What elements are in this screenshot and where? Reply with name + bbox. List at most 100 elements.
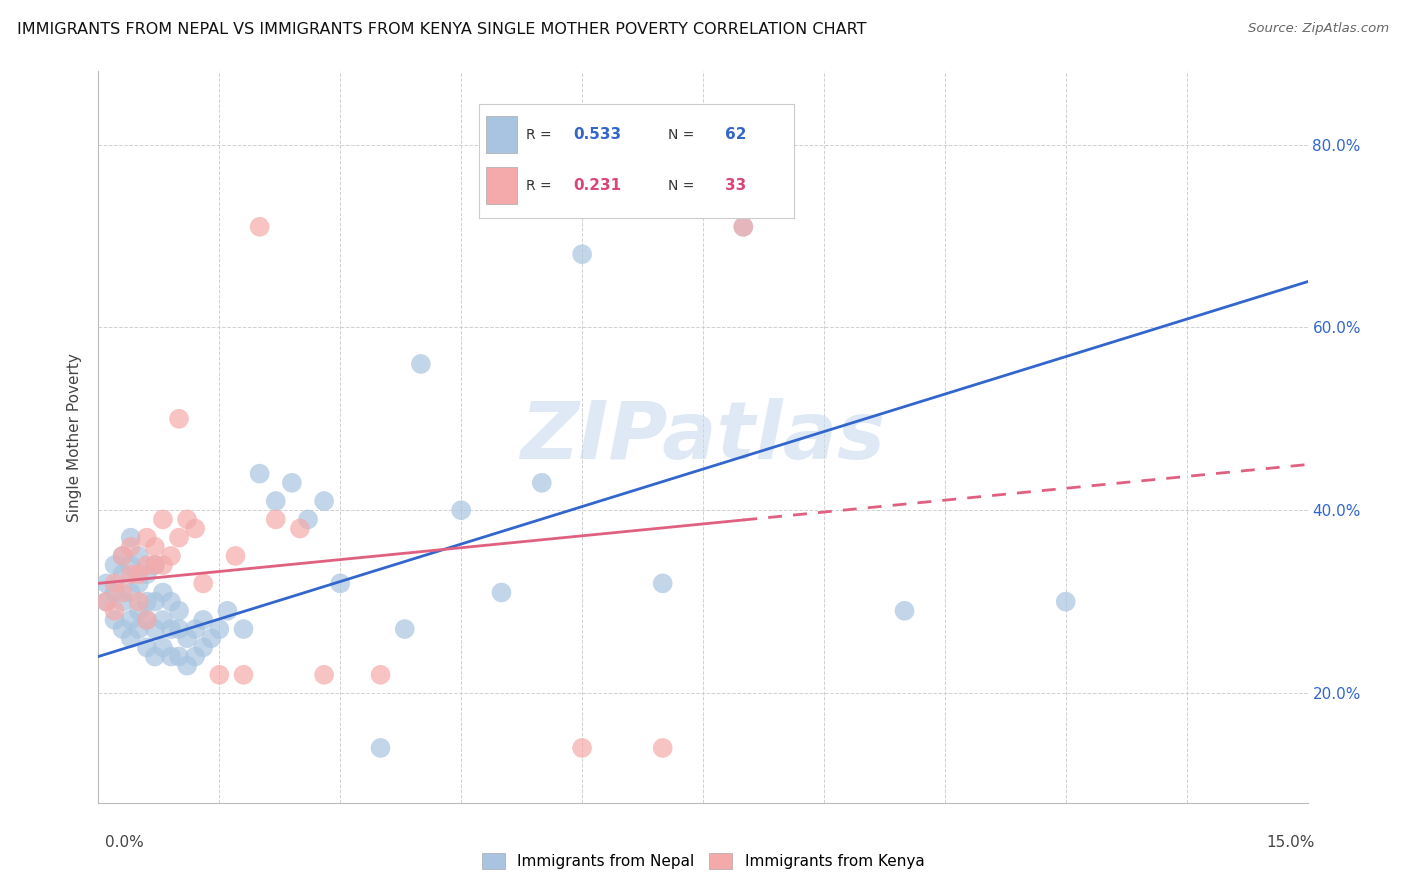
- Text: 15.0%: 15.0%: [1267, 836, 1315, 850]
- Point: [120, 558, 142, 573]
- Point: [96, 594, 118, 608]
- Point: [176, 632, 198, 646]
- Point: [96, 594, 118, 608]
- Point: [135, 531, 157, 545]
- Point: [232, 667, 254, 681]
- Point: [143, 649, 166, 664]
- Point: [111, 567, 134, 582]
- Point: [176, 658, 198, 673]
- Point: [733, 219, 755, 234]
- Point: [491, 585, 513, 599]
- Point: [297, 512, 319, 526]
- Point: [167, 412, 190, 426]
- Point: [120, 531, 142, 545]
- Point: [143, 622, 166, 636]
- Point: [103, 558, 125, 573]
- Point: [128, 622, 150, 636]
- Point: [184, 649, 207, 664]
- Text: 0.0%: 0.0%: [105, 836, 145, 850]
- Point: [103, 576, 125, 591]
- Point: [135, 567, 157, 582]
- Point: [128, 549, 150, 563]
- Point: [314, 667, 336, 681]
- Point: [571, 740, 593, 755]
- Point: [128, 594, 150, 608]
- Y-axis label: Single Mother Poverty: Single Mother Poverty: [67, 352, 83, 522]
- Point: [733, 219, 755, 234]
- Point: [152, 512, 174, 526]
- Point: [160, 594, 183, 608]
- Point: [370, 740, 392, 755]
- Text: ZIPatlas: ZIPatlas: [520, 398, 886, 476]
- Point: [111, 549, 134, 563]
- Point: [103, 604, 125, 618]
- Point: [217, 604, 239, 618]
- Point: [530, 475, 553, 490]
- Point: [152, 613, 174, 627]
- Point: [281, 475, 304, 490]
- Point: [128, 567, 150, 582]
- Point: [200, 632, 222, 646]
- Point: [264, 512, 287, 526]
- Point: [176, 512, 198, 526]
- Point: [135, 640, 157, 655]
- Point: [249, 219, 271, 234]
- Point: [152, 585, 174, 599]
- Point: [167, 649, 190, 664]
- Point: [167, 604, 190, 618]
- Point: [128, 604, 150, 618]
- Point: [288, 521, 311, 535]
- Point: [651, 576, 673, 591]
- Point: [120, 613, 142, 627]
- Point: [128, 576, 150, 591]
- Point: [450, 503, 472, 517]
- Point: [329, 576, 352, 591]
- Text: IMMIGRANTS FROM NEPAL VS IMMIGRANTS FROM KENYA SINGLE MOTHER POVERTY CORRELATION: IMMIGRANTS FROM NEPAL VS IMMIGRANTS FROM…: [17, 22, 866, 37]
- Point: [224, 549, 246, 563]
- Point: [135, 613, 157, 627]
- Point: [232, 622, 254, 636]
- Point: [208, 622, 231, 636]
- Point: [394, 622, 416, 636]
- Point: [103, 585, 125, 599]
- Point: [143, 594, 166, 608]
- Point: [143, 558, 166, 573]
- Point: [103, 613, 125, 627]
- Point: [893, 604, 915, 618]
- Point: [193, 613, 215, 627]
- Point: [152, 558, 174, 573]
- Point: [160, 549, 183, 563]
- Point: [143, 540, 166, 554]
- Point: [249, 467, 271, 481]
- Point: [160, 649, 183, 664]
- Point: [120, 632, 142, 646]
- Point: [152, 640, 174, 655]
- Legend: Immigrants from Nepal, Immigrants from Kenya: Immigrants from Nepal, Immigrants from K…: [475, 847, 931, 875]
- Point: [143, 558, 166, 573]
- Point: [409, 357, 432, 371]
- Point: [571, 247, 593, 261]
- Point: [184, 622, 207, 636]
- Point: [1054, 594, 1077, 608]
- Point: [193, 576, 215, 591]
- Point: [167, 622, 190, 636]
- Point: [160, 622, 183, 636]
- Point: [264, 494, 287, 508]
- Point: [120, 567, 142, 582]
- Point: [167, 531, 190, 545]
- Point: [208, 667, 231, 681]
- Point: [193, 640, 215, 655]
- Point: [135, 613, 157, 627]
- Point: [120, 585, 142, 599]
- Point: [314, 494, 336, 508]
- Point: [96, 576, 118, 591]
- Point: [111, 594, 134, 608]
- Point: [651, 740, 673, 755]
- Point: [184, 521, 207, 535]
- Text: Source: ZipAtlas.com: Source: ZipAtlas.com: [1249, 22, 1389, 36]
- Point: [111, 585, 134, 599]
- Point: [370, 667, 392, 681]
- Point: [111, 622, 134, 636]
- Point: [135, 594, 157, 608]
- Point: [111, 549, 134, 563]
